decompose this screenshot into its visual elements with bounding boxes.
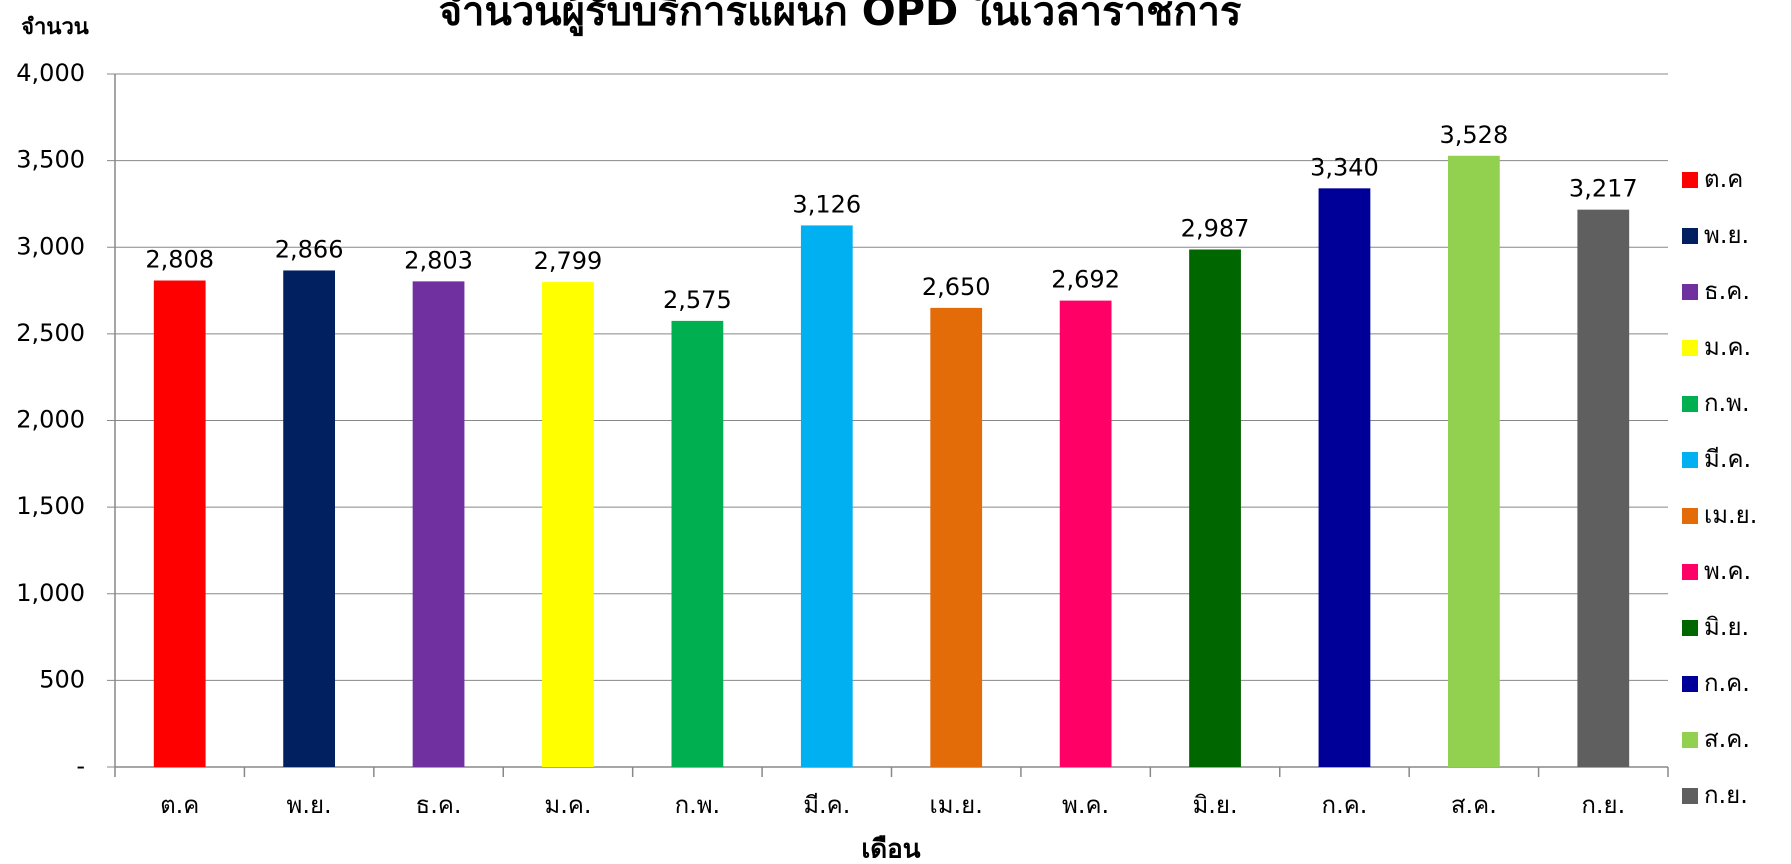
legend-swatch bbox=[1682, 284, 1698, 300]
legend-label: ส.ค. bbox=[1704, 725, 1750, 753]
x-tick-label: ส.ค. bbox=[1451, 791, 1497, 819]
legend-label: พ.ค. bbox=[1704, 557, 1751, 585]
x-tick-label: ก.ค. bbox=[1322, 791, 1368, 819]
x-tick-label: พ.ย. bbox=[287, 791, 332, 819]
legend-swatch bbox=[1682, 676, 1698, 692]
legend-swatch bbox=[1682, 564, 1698, 580]
data-label: 2,692 bbox=[1051, 266, 1120, 294]
x-tick-label: พ.ค. bbox=[1062, 791, 1109, 819]
bar bbox=[1318, 188, 1371, 768]
data-label: 2,808 bbox=[145, 246, 214, 274]
x-tick-label: มี.ค. bbox=[803, 791, 850, 819]
legend-label: ก.พ. bbox=[1704, 389, 1750, 417]
legend-label: ธ.ค. bbox=[1704, 277, 1750, 305]
data-label: 2,799 bbox=[534, 247, 603, 275]
legend-swatch bbox=[1682, 452, 1698, 468]
x-tick-label: ก.ย. bbox=[1581, 791, 1625, 819]
legend-swatch bbox=[1682, 508, 1698, 524]
legend-swatch bbox=[1682, 788, 1698, 804]
data-label: 3,340 bbox=[1310, 153, 1379, 181]
y-tick-label: 4,000 bbox=[16, 59, 85, 87]
bar bbox=[542, 282, 594, 767]
legend-swatch bbox=[1682, 228, 1698, 244]
bar bbox=[1447, 155, 1500, 768]
y-tick-label: 3,500 bbox=[16, 146, 85, 174]
legend-swatch bbox=[1682, 396, 1698, 412]
y-axis-label: จำนวน bbox=[21, 15, 89, 40]
data-label: 2,650 bbox=[922, 273, 991, 301]
data-label: 2,866 bbox=[275, 235, 344, 263]
bar bbox=[800, 225, 853, 767]
legend-label: มิ.ย. bbox=[1704, 613, 1749, 641]
data-label: 2,987 bbox=[1181, 215, 1250, 243]
y-tick-label: - bbox=[76, 752, 85, 780]
chart-title: จำนวนผู้รับบริการแผนก OPD ในเวลาราชการ bbox=[439, 0, 1242, 36]
legend-label: ต.ค bbox=[1704, 165, 1743, 193]
x-axis-label: เดือน bbox=[861, 835, 920, 864]
legend-label: ก.ค. bbox=[1704, 669, 1750, 697]
bar bbox=[412, 281, 465, 767]
x-tick-label: เม.ย. bbox=[930, 791, 983, 819]
x-tick-label: ต.ค bbox=[160, 791, 199, 819]
bar bbox=[283, 270, 336, 767]
legend-label: ก.ย. bbox=[1704, 781, 1748, 809]
bar bbox=[1059, 300, 1112, 767]
data-label: 3,126 bbox=[792, 190, 861, 218]
data-label: 2,803 bbox=[404, 246, 473, 274]
legend-label: เม.ย. bbox=[1704, 501, 1757, 529]
legend-label: มี.ค. bbox=[1704, 445, 1751, 473]
y-tick-label: 500 bbox=[39, 665, 85, 693]
bar bbox=[1189, 249, 1241, 767]
y-tick-label: 2,000 bbox=[16, 406, 85, 434]
legend-swatch bbox=[1682, 172, 1698, 188]
x-tick-label: มิ.ย. bbox=[1192, 791, 1237, 819]
y-tick-label: 2,500 bbox=[16, 319, 85, 347]
bar bbox=[671, 320, 724, 767]
legend-swatch bbox=[1682, 620, 1698, 636]
bar bbox=[153, 280, 206, 767]
data-label: 3,528 bbox=[1440, 121, 1509, 149]
x-tick-label: ก.พ. bbox=[675, 791, 721, 819]
y-tick-label: 1,000 bbox=[16, 579, 85, 607]
x-tick-label: ม.ค. bbox=[544, 791, 591, 819]
legend-swatch bbox=[1682, 340, 1698, 356]
legend-label: ม.ค. bbox=[1704, 333, 1751, 361]
bar bbox=[930, 307, 983, 767]
legend-label: พ.ย. bbox=[1704, 221, 1749, 249]
data-label: 2,575 bbox=[663, 286, 732, 314]
bar bbox=[1577, 209, 1630, 767]
y-tick-label: 1,500 bbox=[16, 492, 85, 520]
y-tick-label: 3,000 bbox=[16, 232, 85, 260]
legend-swatch bbox=[1682, 732, 1698, 748]
data-label: 3,217 bbox=[1569, 175, 1638, 203]
x-tick-label: ธ.ค. bbox=[416, 791, 462, 819]
